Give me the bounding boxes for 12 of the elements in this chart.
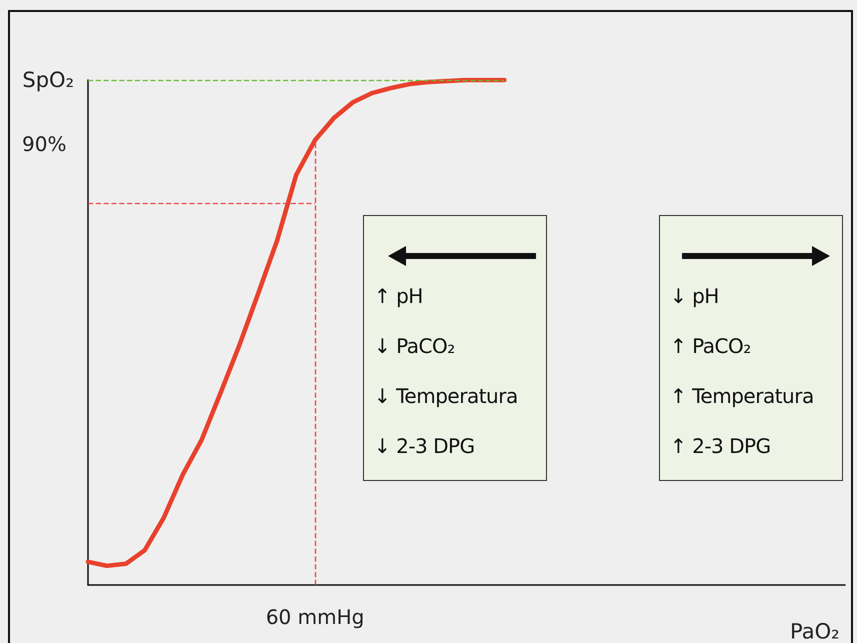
annotation: ↑ 2-3 DPG xyxy=(670,434,771,458)
annotation: ↓ Temperatura xyxy=(374,384,518,408)
text: 60 mmHg xyxy=(266,605,364,629)
annotation: ↑ pH xyxy=(374,284,423,308)
y-axis-title: SpO₂ xyxy=(22,68,74,92)
text: 90% xyxy=(22,132,66,156)
annotation: ↑ Temperatura xyxy=(670,384,814,408)
annotation: ↓ 2-3 DPG xyxy=(374,434,475,458)
x-axis-title: PaO₂ xyxy=(790,620,840,643)
annotation: ↓ PaCO₂ xyxy=(374,334,455,358)
annotation: ↑ PaCO₂ xyxy=(670,334,751,358)
annotation: ↓ pH xyxy=(670,284,719,308)
